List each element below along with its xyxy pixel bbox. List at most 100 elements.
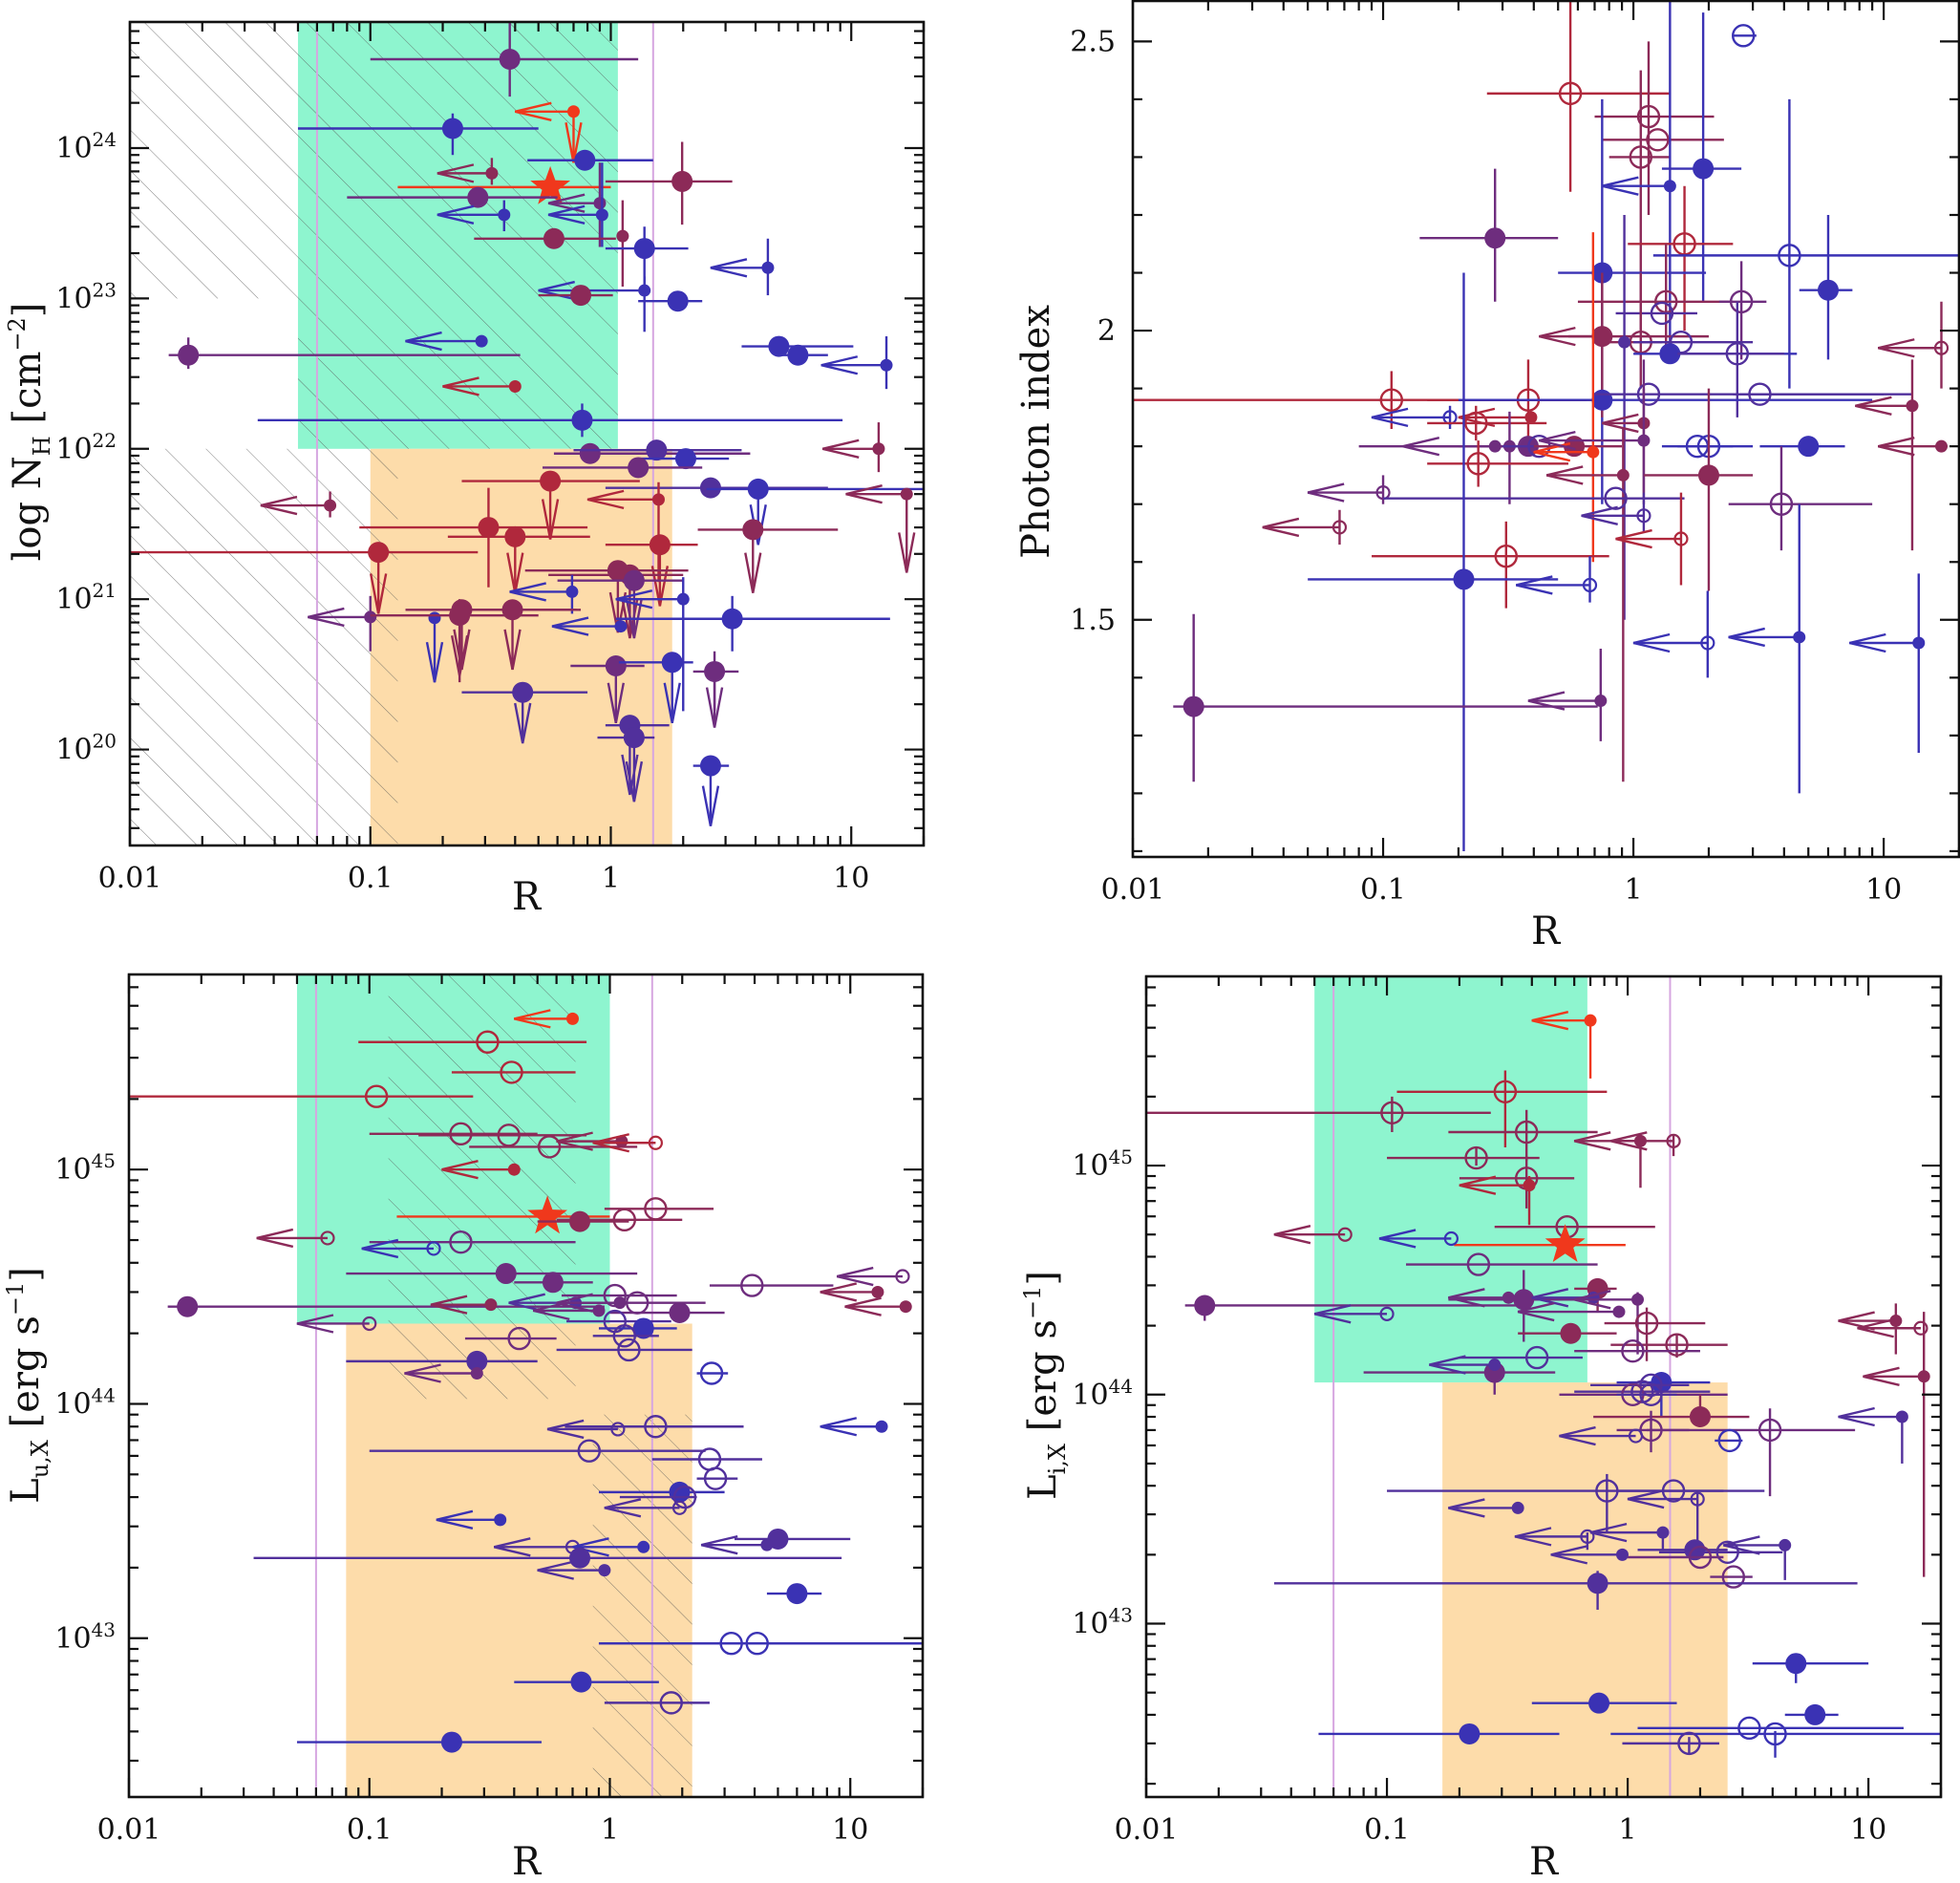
lix-data-point (1604, 1307, 1706, 1361)
y-tick-label: 1044 (54, 1383, 116, 1421)
arrow-head (1550, 1545, 1588, 1565)
lix-data-point (1313, 1304, 1395, 1324)
gamma-data-point (1615, 492, 1689, 586)
small-filled-marker (1616, 468, 1630, 481)
lux-data-point (592, 1324, 659, 1348)
arrow-head (450, 634, 469, 676)
arrow-head (369, 573, 388, 614)
arrow-head (1545, 465, 1584, 485)
small-open-marker (362, 1316, 377, 1332)
filled-marker (574, 149, 596, 171)
filled-marker (177, 1295, 199, 1317)
lux-data-point (346, 1350, 538, 1372)
arrow-head (508, 1293, 545, 1313)
filled-marker (669, 1481, 691, 1503)
arrow-head (615, 588, 653, 610)
lux-data-point (361, 1238, 441, 1259)
nh-data-point (257, 403, 843, 438)
gamma-axes-frame (1131, 0, 1960, 859)
small-open-marker (1337, 1227, 1353, 1242)
lix-data-point (1752, 1653, 1869, 1683)
small-filled-marker (1917, 1370, 1930, 1383)
open-marker (449, 1230, 473, 1254)
y-tick-label: 1043 (54, 1618, 116, 1656)
lux-hatched-region (388, 974, 576, 1400)
arrow-head (361, 1238, 399, 1259)
filled-marker (478, 517, 500, 539)
arrow-head (1589, 1522, 1628, 1543)
arrow-head (260, 495, 298, 516)
lix-data-point (1531, 1011, 1597, 1079)
open-marker (1732, 24, 1756, 48)
nh-data-point (777, 344, 828, 366)
panel-nh-vs-r: 0.01 0.1 1 10 1020 1021 1022 1023 1024 (55, 20, 926, 895)
small-open-marker (895, 1269, 910, 1284)
filled-marker (699, 755, 721, 777)
small-filled-marker (637, 1540, 650, 1553)
arrow-head (1378, 1229, 1417, 1249)
small-filled-marker (485, 166, 499, 180)
open-marker (1737, 1716, 1761, 1741)
lix-y-axis: 1043 1044 1045 (1072, 986, 1941, 1786)
small-filled-marker (616, 229, 629, 243)
lix-x-axis: 0.01 0.1 1 10 (1115, 976, 1943, 1847)
filled-marker (570, 285, 592, 307)
gamma-data-point (1849, 573, 1926, 754)
star-marker (530, 165, 570, 204)
lux-data-point (253, 1547, 842, 1569)
open-marker (1494, 544, 1518, 568)
x-tick-label: 1 (602, 862, 620, 895)
lux-data-point (546, 1419, 626, 1440)
small-filled-marker (651, 493, 665, 506)
small-filled-marker (592, 1304, 606, 1317)
arrow-head (1838, 1406, 1875, 1427)
lix-data-point (1396, 1070, 1608, 1148)
filled-marker (674, 448, 696, 470)
arrow-head (1849, 632, 1886, 653)
nh-data-point (397, 165, 611, 204)
arrow-head (537, 1560, 574, 1580)
arrow-head (1602, 413, 1639, 434)
arrow-head (436, 1509, 474, 1530)
arrow-head (1878, 436, 1915, 457)
lix-data-point (1628, 1545, 1724, 1570)
x-tick-label: 1 (601, 1813, 619, 1847)
x-tick-label: 0.01 (98, 862, 162, 895)
arrow-head (1458, 407, 1496, 428)
open-marker (1721, 1565, 1746, 1589)
nh-data-point (130, 542, 479, 614)
lux-data-point (514, 1272, 593, 1294)
open-marker (612, 1324, 636, 1348)
small-filled-marker (1656, 1526, 1670, 1539)
small-open-marker (1582, 577, 1598, 593)
small-filled-marker (1935, 439, 1949, 453)
nh-hatched-region (297, 298, 618, 449)
gamma-data-point (1383, 486, 1685, 510)
arrow-head (493, 1537, 531, 1557)
lux-data-point (296, 1731, 542, 1753)
arrow-head (296, 1314, 334, 1334)
open-marker (507, 1326, 531, 1351)
nh-data-point (442, 376, 522, 396)
nh-data-point (697, 519, 839, 593)
filled-marker (1484, 227, 1506, 249)
lux-ylabel: Lu,X [erg s−1] (2, 1267, 53, 1504)
filled-marker (504, 525, 526, 547)
open-marker (1379, 388, 1403, 412)
filled-marker (440, 1731, 462, 1753)
small-open-marker (1580, 1529, 1595, 1544)
open-marker (1639, 1382, 1663, 1406)
filled-marker (704, 660, 726, 682)
lix-data-point (1610, 1131, 1681, 1157)
x-tick-label: 10 (833, 862, 869, 895)
gamma-data-point (1502, 411, 1516, 504)
nh-ylabel-exp: −2 (4, 317, 31, 351)
open-marker (1380, 1101, 1404, 1124)
lix-ylabel-unit: [erg s (1021, 1319, 1065, 1444)
lux-data-point (836, 1266, 910, 1287)
small-filled-marker (1637, 434, 1651, 447)
lix-data-point (1405, 1252, 1598, 1276)
gamma-data-point (1608, 272, 1662, 389)
open-marker (1636, 104, 1661, 129)
gamma-data-point (1733, 382, 1912, 406)
